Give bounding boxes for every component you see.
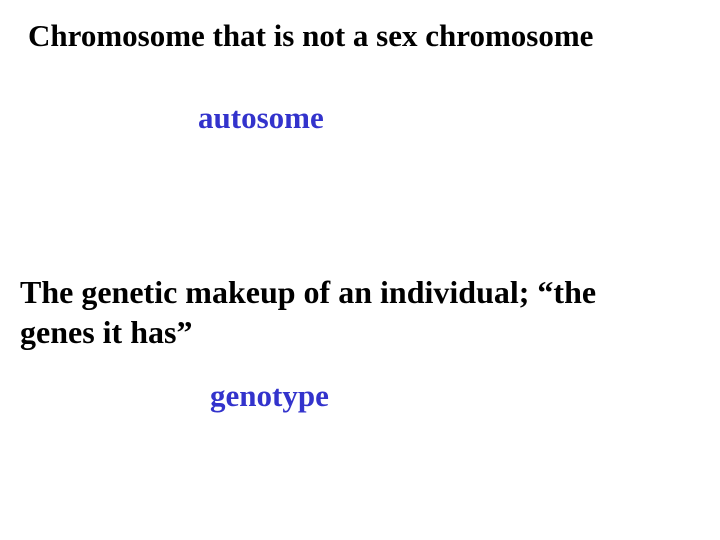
definition-1: Chromosome that is not a sex chromosome — [28, 18, 698, 54]
slide: Chromosome that is not a sex chromosome … — [0, 0, 720, 540]
answer-2: genotype — [210, 378, 329, 414]
answer-1: autosome — [198, 100, 324, 136]
definition-2: The genetic makeup of an individual; “th… — [20, 272, 650, 352]
